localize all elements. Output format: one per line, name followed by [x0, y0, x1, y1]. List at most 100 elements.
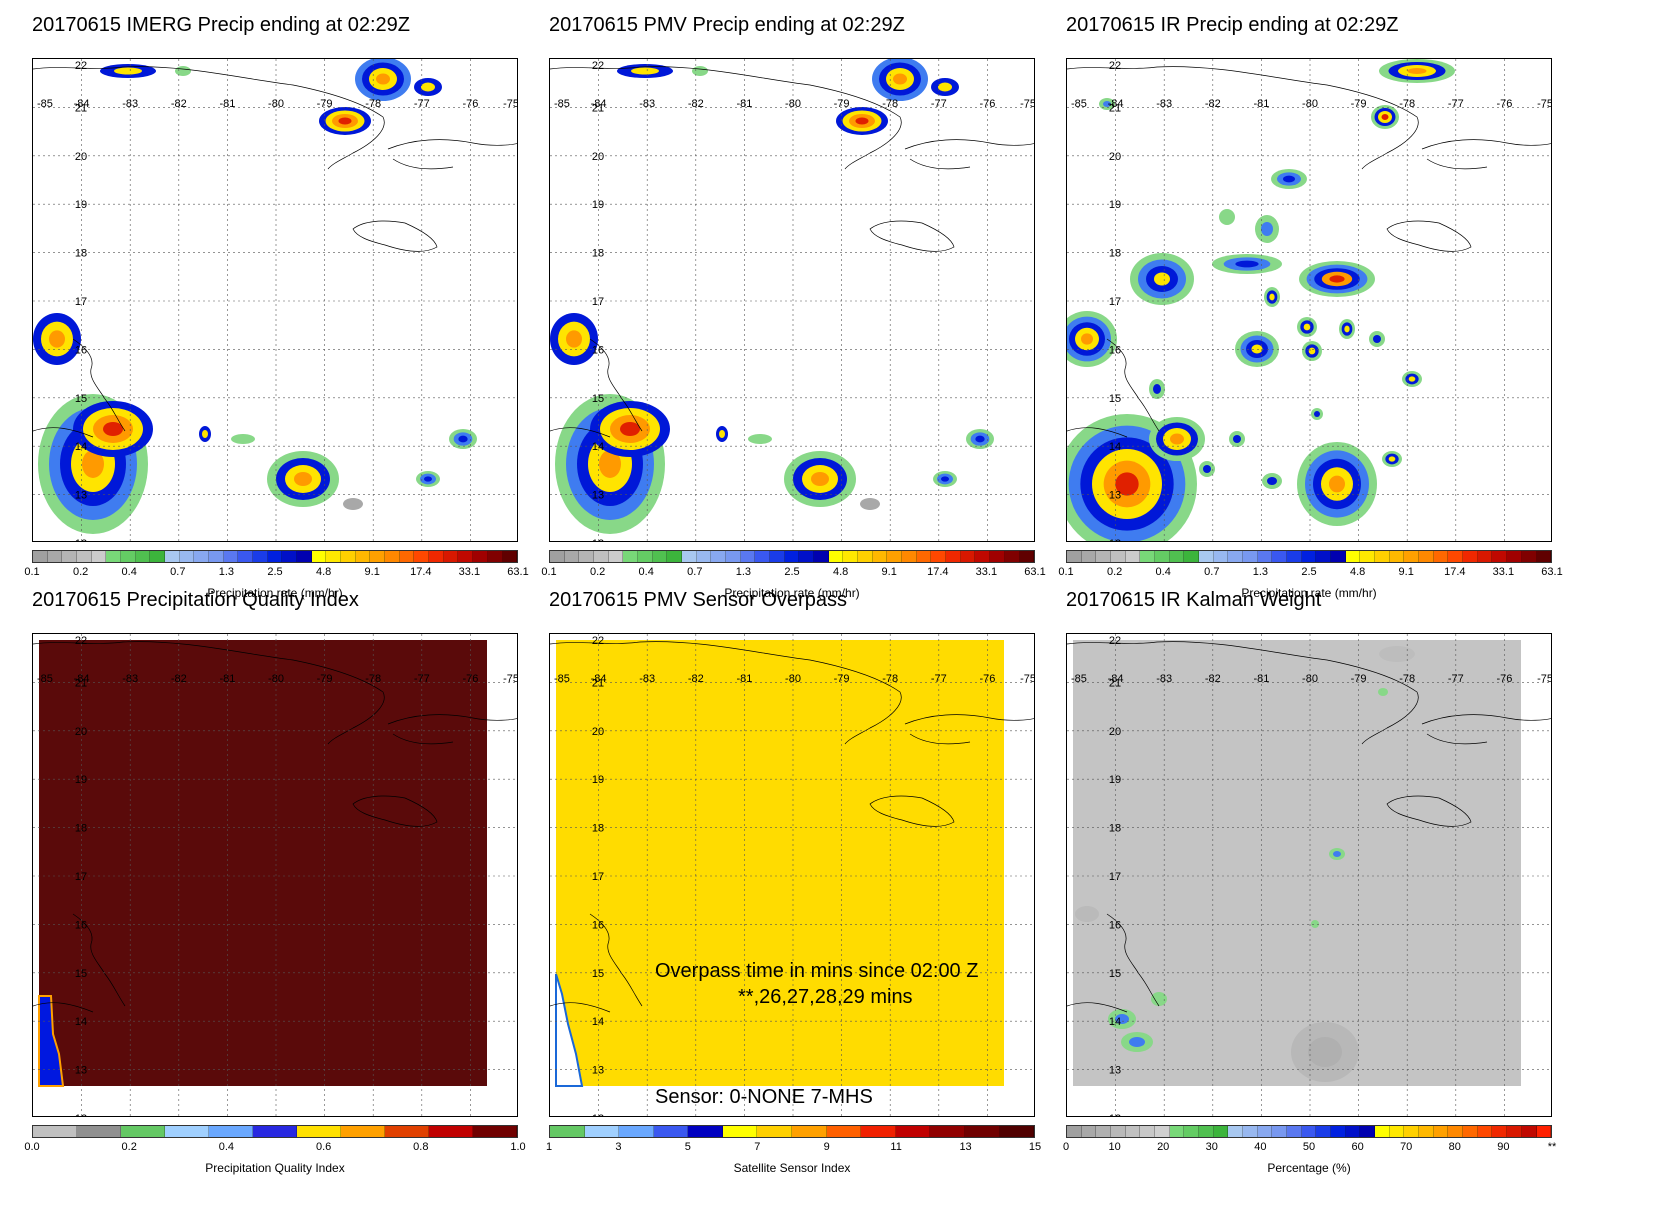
lon-label: -82	[688, 98, 704, 110]
lat-label: 15	[75, 393, 87, 405]
coast-path	[33, 641, 385, 745]
coast-path	[589, 913, 643, 1007]
precip-cell	[33, 313, 81, 365]
lat-label: 12	[75, 1113, 87, 1117]
colorbar-swatch	[619, 1126, 654, 1137]
colorbar-swatch	[1096, 1126, 1112, 1137]
lat-label: 13	[75, 1065, 87, 1077]
coast-path	[1067, 641, 1419, 745]
colorbar-swatch	[106, 551, 122, 562]
colorbar-swatch	[1096, 551, 1112, 562]
lat-label: 14	[1109, 1016, 1121, 1028]
colorbar-tick-label: 33.1	[975, 566, 998, 578]
map-panel-kalman: 20170615 IR Kalman Weight -85 -84 -83 -82 -81…	[1034, 575, 1585, 1181]
colorbar-swatch	[135, 551, 151, 562]
lon-label: -78	[365, 98, 381, 110]
colorbar-swatch	[297, 551, 312, 562]
colorbar-swatch	[1140, 551, 1156, 562]
colorbar-swatch	[326, 551, 342, 562]
colorbar-swatch	[1316, 1126, 1332, 1137]
lon-label: -83	[122, 98, 138, 110]
precip-cell	[1199, 461, 1215, 477]
colorbar-ticks: 0.1 0.2 0.4 0.7 1.3 2.5 4.8 9.1 17.4 33.1 63.1	[24, 566, 528, 580]
lon-label: -76	[979, 673, 995, 685]
colorbar-tick-label: 30	[1205, 1141, 1218, 1153]
colorbar-swatch	[297, 1126, 341, 1137]
lon-label: -85	[1071, 98, 1087, 110]
lon-label: -83	[1156, 673, 1172, 685]
colorbar-swatch	[1477, 1126, 1493, 1137]
coast-path	[1421, 714, 1551, 725]
colorbar-tick-label: 0.1	[1058, 566, 1074, 578]
colorbar-tick-label: 11	[890, 1141, 902, 1153]
colorbar-swatch	[33, 1126, 77, 1137]
colorbar-tick-label: 0.2	[589, 566, 606, 578]
colorbar-swatch	[594, 551, 609, 562]
lon-label: -82	[171, 673, 187, 685]
lat-label: 15	[1109, 393, 1121, 405]
lat-label: 19	[592, 774, 604, 786]
lat-label: 12	[75, 538, 87, 542]
colorbar-swatch	[1140, 1126, 1156, 1137]
coast-path	[72, 913, 126, 1007]
colorbar-swatch	[861, 1126, 896, 1137]
colorbar-swatch	[209, 1126, 253, 1137]
lon-label: -84	[74, 673, 90, 685]
precip-cell	[1262, 473, 1282, 489]
colorbar-swatch	[964, 1126, 1000, 1137]
overpass-note-line3: Sensor: 0-NONE 7-MHS	[655, 1086, 873, 1108]
precip-cell	[836, 107, 888, 135]
lon-label: -83	[639, 673, 655, 685]
precip-cell	[872, 59, 928, 101]
colorbar-swatch	[1004, 551, 1020, 562]
lat-label: 16	[592, 344, 604, 356]
colorbar-tick-label: 17.4	[410, 566, 432, 578]
colorbar-tick-label: 7	[754, 1141, 761, 1153]
precip-cell	[1219, 209, 1235, 225]
lon-label: -77	[1448, 98, 1464, 110]
lon-label: -78	[365, 673, 381, 685]
colorbar-swatch	[1345, 1126, 1361, 1137]
colorbar-swatch	[385, 1126, 429, 1137]
colorbar-tick-label: 4.8	[1349, 566, 1366, 578]
colorbar-swatch	[1536, 1126, 1552, 1137]
colorbar-swatch	[1287, 1126, 1302, 1137]
colorbar-swatch	[1301, 551, 1317, 562]
lat-label: 20	[1109, 726, 1121, 738]
precip-cell	[1369, 331, 1385, 347]
lon-label: -76	[462, 98, 478, 110]
colorbar-tick-label: 2.5	[267, 566, 283, 578]
coast-path	[33, 66, 385, 170]
lon-label: -80	[268, 673, 284, 685]
colorbar-swatch	[414, 551, 430, 562]
colorbar-swatch	[429, 1126, 473, 1137]
colorbar-tick-label: 20	[1157, 1141, 1170, 1153]
colorbar-tick-label: 1	[545, 1141, 553, 1153]
colorbar-swatch	[194, 551, 210, 562]
colorbar-swatch	[975, 551, 991, 562]
quality-field	[39, 640, 487, 1086]
lon-label: -75	[1537, 673, 1552, 685]
colorbar-label: Precipitation rate (mm/hr)	[1241, 586, 1377, 600]
lat-label: 16	[592, 919, 604, 931]
lon-label: -80	[1302, 673, 1318, 685]
lat-label: 17	[75, 871, 87, 883]
colorbar-tick-label: 63.1	[1024, 566, 1046, 578]
colorbar-swatch	[826, 1126, 862, 1137]
lat-label: 21	[1109, 677, 1121, 689]
colorbar-swatch	[1433, 1126, 1449, 1137]
precip-cell	[175, 66, 191, 76]
colorbar-ticks: 0 10 20 30 40 50 60 70 80 90 **	[1063, 1141, 1556, 1155]
lon-label: -75	[1537, 98, 1552, 110]
lat-label: 21	[592, 102, 604, 114]
colorbar-tick-label: 0.7	[170, 566, 186, 578]
colorbar-swatch	[1081, 1126, 1097, 1137]
lat-label: 19	[1109, 199, 1121, 211]
colorbar-swatch	[579, 551, 595, 562]
colorbar	[1066, 550, 1552, 563]
colorbar-tick-label: 80	[1448, 1141, 1461, 1153]
colorbar-swatch	[755, 551, 771, 562]
precip-cell	[73, 401, 153, 457]
precip-cell	[1371, 105, 1399, 129]
lat-label: 21	[75, 677, 87, 689]
